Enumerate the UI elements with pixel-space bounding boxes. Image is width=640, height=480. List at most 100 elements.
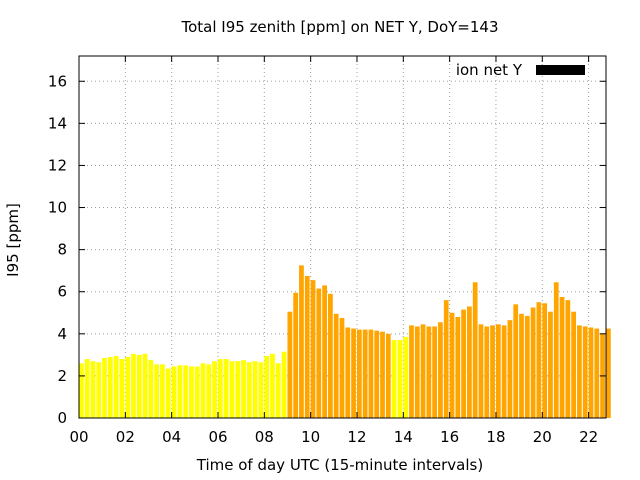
bar: [258, 362, 264, 418]
bar: [113, 355, 119, 418]
bar: [102, 358, 107, 418]
y-tick-label: 8: [57, 241, 67, 259]
bar: [293, 292, 299, 418]
bar: [316, 288, 322, 418]
bar: [287, 311, 293, 418]
bar: [495, 324, 501, 418]
legend-swatch: [536, 65, 585, 75]
bar: [328, 293, 333, 418]
bar: [241, 360, 246, 418]
bar: [270, 353, 275, 418]
bar: [420, 324, 426, 418]
bar: [507, 320, 513, 418]
bar: [536, 302, 542, 418]
x-axis-label: Time of day UTC (15-minute intervals): [196, 456, 483, 474]
x-tick-label: 22: [579, 428, 598, 446]
bar: [565, 300, 571, 418]
bar: [461, 309, 466, 418]
bar: [356, 329, 362, 418]
bar: [559, 296, 565, 418]
bar: [478, 324, 484, 418]
bar: [183, 365, 188, 418]
bar: [397, 340, 403, 418]
bar: [449, 312, 455, 418]
y-tick-label: 2: [57, 367, 67, 385]
bar: [84, 359, 90, 418]
bar: [333, 313, 339, 418]
y-tick-label: 4: [57, 325, 67, 343]
bar: [385, 333, 391, 418]
bar: [577, 325, 582, 418]
bar: [403, 336, 409, 418]
bar: [351, 328, 356, 418]
bar: [200, 363, 206, 418]
bar: [119, 359, 125, 418]
bar: [160, 364, 165, 418]
bar: [154, 364, 160, 418]
bar: [472, 282, 478, 418]
bar: [125, 356, 131, 418]
bar: [438, 322, 443, 418]
bar: [235, 361, 241, 418]
bar: [229, 361, 235, 418]
bar: [484, 326, 490, 418]
x-tick-label: 04: [162, 428, 181, 446]
bars: [79, 265, 611, 418]
bar: [299, 265, 304, 418]
bar: [414, 326, 420, 418]
bar: [136, 354, 142, 418]
x-tick-label: 12: [347, 428, 366, 446]
bar: [310, 280, 316, 418]
bar: [275, 363, 281, 418]
y-tick-label: 12: [48, 156, 67, 174]
y-tick-label: 16: [48, 72, 67, 90]
bar: [588, 327, 594, 418]
bar: [246, 362, 252, 418]
bar: [513, 304, 519, 418]
bar: [368, 329, 374, 418]
bar: [391, 340, 397, 418]
y-tick-label: 0: [57, 409, 67, 427]
bar: [339, 318, 345, 418]
bar: [165, 368, 171, 418]
y-tick-label: 10: [48, 199, 67, 217]
bar: [148, 360, 154, 418]
bar: [374, 330, 380, 418]
bar: [79, 363, 84, 418]
bar: [519, 313, 524, 418]
x-tick-label: 06: [208, 428, 227, 446]
grid-lines: [79, 56, 606, 418]
bar: [571, 311, 577, 418]
bar: [264, 355, 270, 418]
bar: [304, 275, 310, 418]
bar: [322, 285, 327, 418]
plot-frame: [78, 55, 607, 419]
bar: [467, 306, 472, 418]
x-tick-label: 20: [533, 428, 552, 446]
y-tick-label: 6: [57, 283, 67, 301]
x-tick-label: 00: [69, 428, 88, 446]
bar: [432, 326, 438, 418]
chart-title: Total I95 zenith [ppm] on NET Y, DoY=143: [180, 18, 498, 36]
x-tick-label: 18: [486, 428, 505, 446]
bar: [582, 326, 588, 418]
bar: [443, 300, 449, 418]
bar: [107, 356, 113, 418]
x-tick-label: 02: [116, 428, 135, 446]
bar: [96, 362, 102, 418]
bar: [362, 329, 368, 418]
bar: [524, 315, 530, 418]
bar: [553, 282, 559, 418]
bar: [530, 307, 536, 418]
bar: [490, 325, 495, 418]
y-tick-label: 14: [48, 114, 67, 132]
bar: [548, 311, 553, 418]
x-tick-label: 08: [255, 428, 274, 446]
bar: [142, 353, 148, 418]
bar: [189, 366, 194, 418]
bar: [380, 331, 385, 418]
bar: [345, 327, 351, 418]
bar: [542, 303, 548, 418]
